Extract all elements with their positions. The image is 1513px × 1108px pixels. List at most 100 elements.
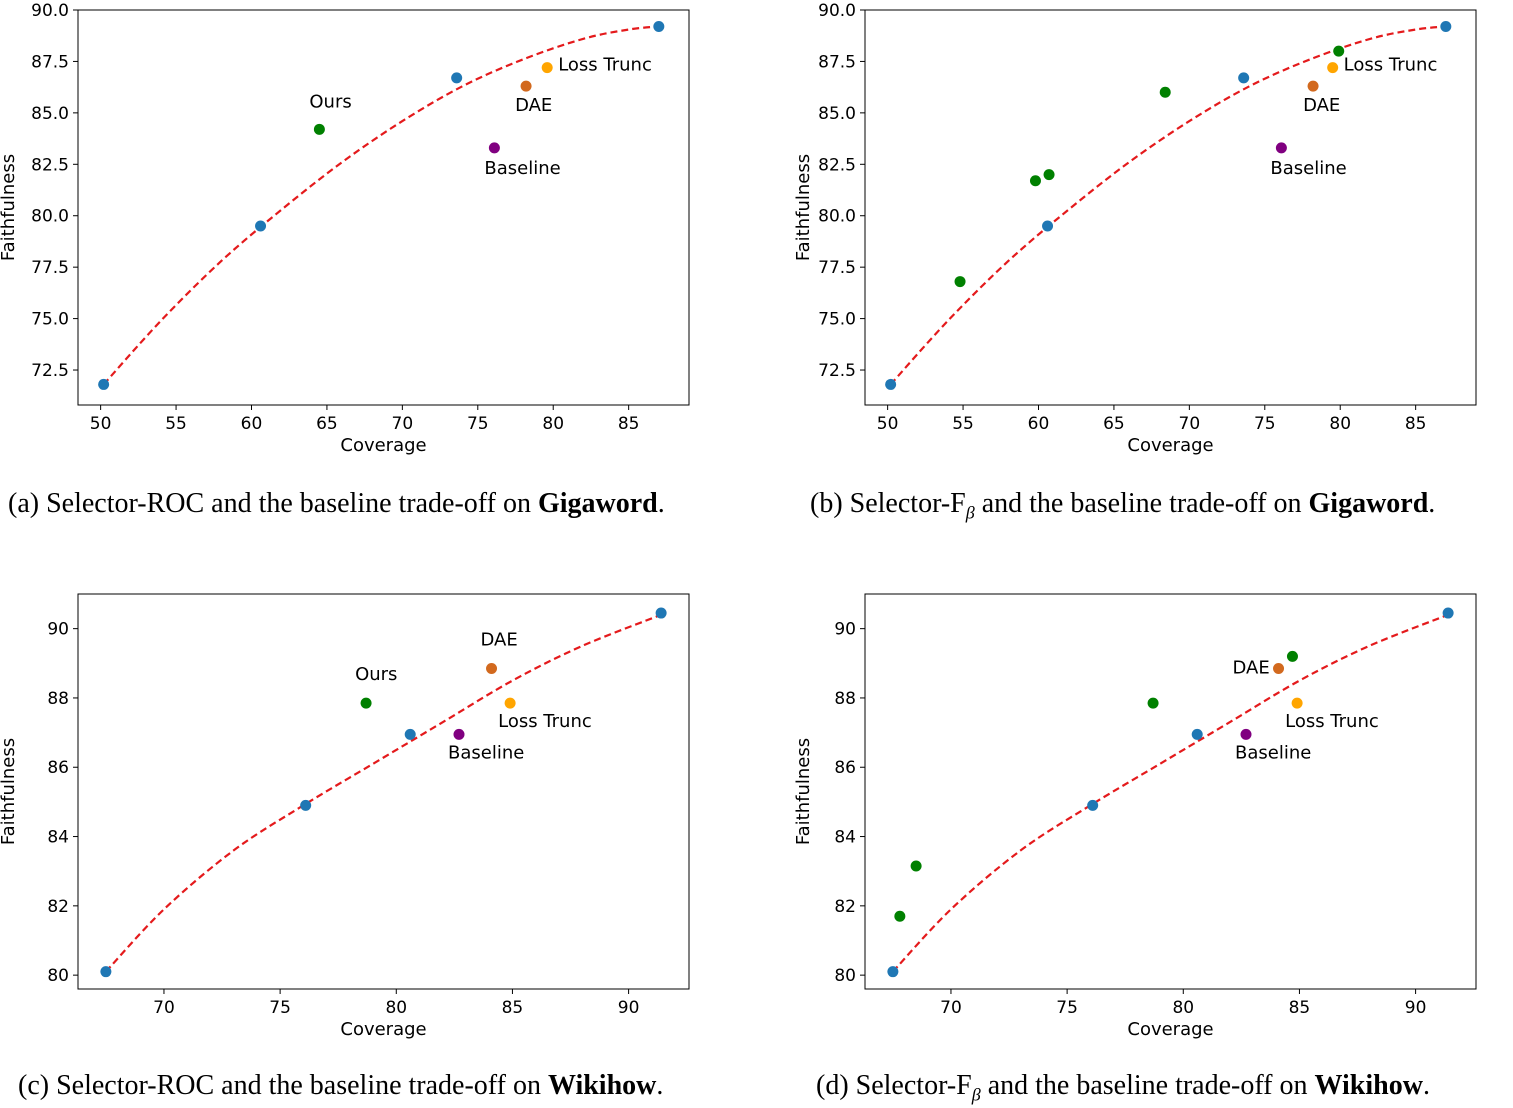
data-point — [451, 72, 463, 84]
point-label: Baseline — [1235, 742, 1311, 763]
fit-curve — [892, 613, 1449, 973]
y-tick-label: 75.0 — [31, 310, 69, 330]
chart-panel-d: 70 75 80 85 90 80 82 84 86 88 90 Coverage Faithfulne… — [756, 580, 1513, 1050]
data-point — [954, 276, 966, 288]
x-tick-label: 65 — [1103, 414, 1125, 434]
point-label: Baseline — [448, 742, 524, 763]
y-tick-label: 85.0 — [818, 104, 856, 124]
data-point — [255, 220, 267, 232]
x-axis-label: Coverage — [1127, 435, 1213, 456]
x-tick-label: 80 — [1329, 414, 1351, 434]
x-tick-label: 75 — [1254, 414, 1276, 434]
chart-c: 70 75 80 85 90 80 82 84 86 88 90 Coverage Faithfulne… — [0, 593, 690, 1040]
plot-frame — [77, 9, 690, 406]
caption-a: (a) Selector-ROC and the baseline trade-… — [8, 488, 665, 519]
y-tick-label: 90 — [834, 620, 856, 640]
caption-d: (d) Selector-Fβ and the baseline trade-o… — [816, 1070, 1430, 1105]
y-tick-label: 72.5 — [31, 361, 69, 381]
point-label: Baseline — [1270, 158, 1346, 179]
data-point — [1042, 220, 1054, 232]
data-point — [1291, 697, 1303, 709]
point-label: Loss Trunc — [498, 711, 592, 732]
data-point — [1307, 80, 1319, 92]
x-tick-label: 85 — [1405, 414, 1427, 434]
x-tick-label: 75 — [1056, 998, 1078, 1018]
fit-curve — [102, 25, 659, 386]
x-tick-label: 60 — [241, 414, 263, 434]
point-label: DAE — [1303, 95, 1340, 116]
y-tick-label: 90 — [47, 620, 69, 640]
x-tick-label: 70 — [1179, 414, 1201, 434]
y-tick-label: 84 — [834, 828, 856, 848]
point-label: Ours — [355, 664, 397, 685]
point-label: Loss Trunc — [1285, 711, 1379, 732]
fit-curve — [105, 613, 662, 973]
x-tick-label: 85 — [618, 414, 640, 434]
point-label: Loss Trunc — [1344, 55, 1438, 76]
y-tick-label: 85.0 — [31, 104, 69, 124]
y-tick-label: 82.5 — [818, 155, 856, 175]
data-point — [1238, 72, 1250, 84]
data-point — [1327, 62, 1339, 74]
point-label: DAE — [481, 629, 518, 650]
y-tick-label: 80 — [47, 966, 69, 986]
plot-frame — [864, 593, 1477, 990]
y-axis-label: Faithfulness — [0, 154, 19, 261]
data-point — [1286, 650, 1298, 662]
x-axis-label: Coverage — [340, 1019, 426, 1040]
data-point — [1440, 20, 1452, 32]
data-point — [404, 728, 416, 740]
x-tick-label: 70 — [153, 998, 175, 1018]
x-tick-label: 55 — [952, 414, 974, 434]
data-point — [887, 966, 899, 978]
data-point — [541, 62, 553, 74]
x-tick-label: 80 — [1172, 998, 1194, 1018]
data-point — [653, 20, 665, 32]
x-tick-label: 80 — [542, 414, 564, 434]
plot-frame — [864, 9, 1477, 406]
data-point — [1273, 662, 1285, 674]
y-tick-label: 84 — [47, 828, 69, 848]
y-tick-label: 72.5 — [818, 361, 856, 381]
y-tick-label: 82 — [834, 897, 856, 917]
x-tick-label: 50 — [877, 414, 899, 434]
chart-a: 50 55 60 65 70 75 80 85 72.5 75.0 77.5 80.0 82.5 85.0… — [0, 1, 690, 456]
y-tick-label: 90.0 — [818, 1, 856, 21]
data-point — [100, 966, 112, 978]
y-axis-label: Faithfulness — [793, 738, 814, 845]
y-tick-label: 88 — [47, 689, 69, 709]
y-tick-label: 77.5 — [31, 258, 69, 278]
x-tick-label: 85 — [1289, 998, 1311, 1018]
y-tick-label: 82.5 — [31, 155, 69, 175]
point-label: DAE — [515, 95, 552, 116]
data-point — [655, 607, 667, 619]
x-tick-label: 80 — [385, 998, 407, 1018]
data-point — [1333, 45, 1345, 57]
x-tick-label: 90 — [1405, 998, 1427, 1018]
y-tick-label: 88 — [834, 689, 856, 709]
data-point — [520, 80, 532, 92]
plot-frame — [77, 593, 690, 990]
y-axis-label: Faithfulness — [793, 154, 814, 261]
y-tick-label: 75.0 — [818, 310, 856, 330]
x-tick-label: 50 — [90, 414, 112, 434]
data-point — [1147, 697, 1159, 709]
data-point — [1442, 607, 1454, 619]
data-point — [1159, 86, 1171, 98]
data-point — [910, 860, 922, 872]
data-point — [1029, 175, 1041, 187]
y-tick-label: 80.0 — [818, 207, 856, 227]
chart-panel-a: 50 55 60 65 70 75 80 85 72.5 75.0 77.5 80.0 82.5 85.0… — [0, 0, 756, 470]
data-point — [486, 662, 498, 674]
x-tick-label: 75 — [269, 998, 291, 1018]
data-point — [300, 799, 312, 811]
data-point — [98, 378, 110, 390]
x-axis-label: Coverage — [340, 435, 426, 456]
data-point — [1240, 728, 1252, 740]
data-point — [313, 123, 325, 135]
point-label: Ours — [309, 91, 351, 112]
x-tick-label: 90 — [618, 998, 640, 1018]
x-tick-label: 75 — [467, 414, 489, 434]
caption-b: (b) Selector-Fβ and the baseline trade-o… — [810, 488, 1436, 523]
data-point — [488, 142, 500, 154]
